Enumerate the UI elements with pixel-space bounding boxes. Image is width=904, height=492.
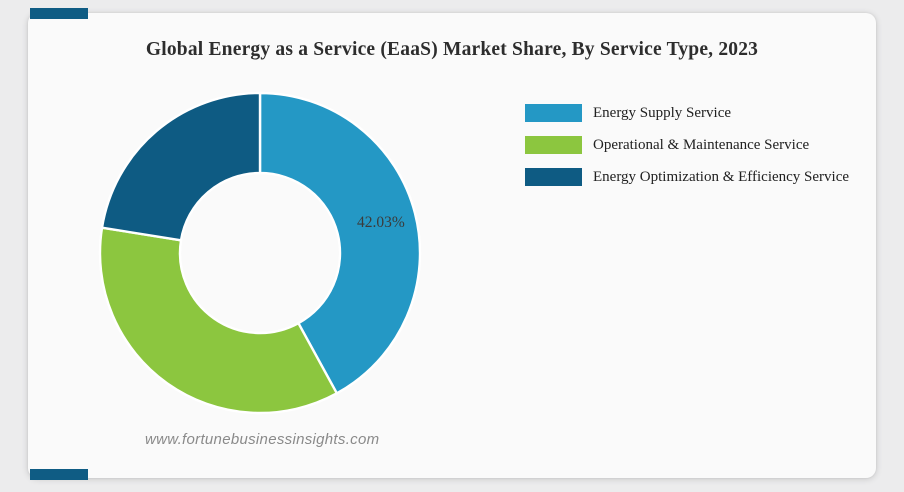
watermark-text: www.fortunebusinessinsights.com [145,431,380,448]
legend-label: Energy Optimization & Efficiency Service [593,168,850,185]
legend-swatch [525,136,582,154]
brand-accent-top-bar [30,8,88,19]
donut-slice [98,226,339,415]
legend-label: Operational & Maintenance Service [593,136,810,153]
slice-data-label: 42.03% [357,214,405,231]
legend-swatch [525,168,582,186]
donut-chart: 42.03% [90,83,430,423]
chart-card: Global Energy as a Service (EaaS) Market… [28,13,876,478]
donut-slice [258,91,422,395]
brand-accent-bottom-bar [30,469,88,480]
legend-label: Energy Supply Service [593,104,732,121]
legend-swatch [525,104,582,122]
chart-legend: Energy Supply Service Operational & Maint… [525,104,849,200]
donut-chart-svg: 42.03% [98,91,422,415]
donut-slice [100,91,262,242]
legend-item: Energy Optimization & Efficiency Service [525,168,849,186]
legend-item: Operational & Maintenance Service [525,136,849,154]
chart-title: Global Energy as a Service (EaaS) Market… [145,39,759,60]
legend-item: Energy Supply Service [525,104,849,122]
